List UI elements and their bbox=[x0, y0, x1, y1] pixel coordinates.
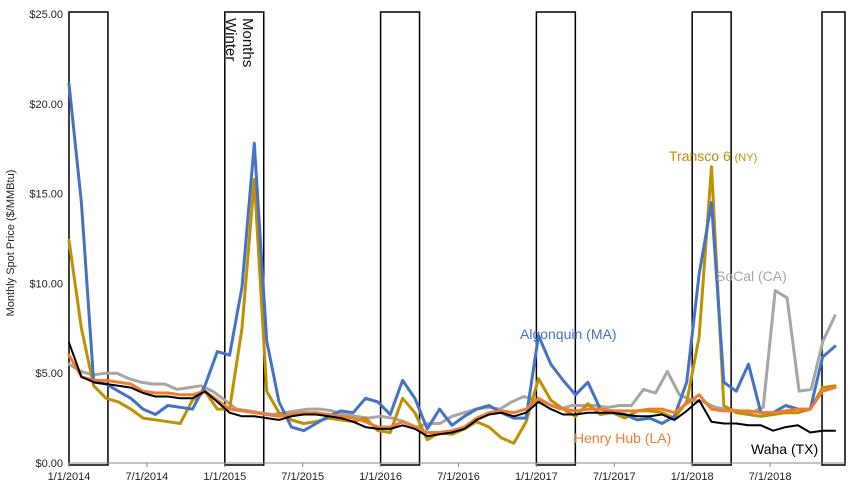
y-tick-label: $25.00 bbox=[29, 9, 63, 21]
x-tick-label: 7/1/2017 bbox=[593, 471, 636, 483]
y-tick-label: $0.00 bbox=[35, 458, 63, 470]
x-tick-label: 7/1/2014 bbox=[125, 471, 168, 483]
y-tick-label: $15.00 bbox=[29, 189, 63, 201]
axes: $0.00 $5.00 $10.00 $15.00 $20.00 $25.00 1/1/20… bbox=[29, 9, 845, 483]
x-tick-label: 1/1/2017 bbox=[515, 471, 558, 483]
winter-box-1 bbox=[224, 11, 265, 466]
series-line-waha-tx bbox=[68, 341, 836, 438]
winter-box-3 bbox=[535, 11, 577, 466]
series-label-socal-ca: SoCal (CA) bbox=[716, 268, 787, 284]
winter-months-note: Winter Months bbox=[222, 18, 256, 67]
winter-box-5 bbox=[821, 11, 846, 466]
winter-months-boxes bbox=[68, 11, 846, 466]
x-tick-label: 7/1/2016 bbox=[437, 471, 480, 483]
x-tick-label: 7/1/2015 bbox=[281, 471, 324, 483]
x-tick-label: 7/1/2018 bbox=[749, 471, 792, 483]
x-tick-label: 1/1/2015 bbox=[203, 471, 246, 483]
series-line-transco-6-ny bbox=[67, 165, 837, 445]
series-line-henry-hub-la bbox=[67, 353, 837, 434]
labels: Algonquin (MA) SoCal (CA) Henry Hub (LA) Wa… bbox=[520, 148, 818, 457]
y-tick-label: $10.00 bbox=[29, 278, 63, 290]
winter-box-4 bbox=[691, 11, 732, 466]
series-lines bbox=[67, 82, 837, 445]
winter-box-0 bbox=[68, 11, 109, 466]
x-tick-label: 1/1/2018 bbox=[671, 471, 714, 483]
series-label-waha-tx: Waha (TX) bbox=[751, 441, 818, 457]
y-axis-label: Monthly Spot Price ($/MMBtu) bbox=[5, 170, 17, 317]
y-tick-label: $20.00 bbox=[29, 99, 63, 111]
series-label-algonquin-ma: Algonquin (MA) bbox=[520, 326, 617, 342]
y-tick-label: $5.00 bbox=[35, 368, 63, 380]
x-tick-label: 1/1/2014 bbox=[48, 471, 91, 483]
series-label-transco-6-ny: Transco 6 (NY) bbox=[669, 148, 757, 164]
series-line-algonquin-ma bbox=[67, 82, 837, 433]
series-label-henry-hub-la: Henry Hub (LA) bbox=[574, 430, 671, 446]
x-tick-label: 1/1/2016 bbox=[359, 471, 402, 483]
winter-box-2 bbox=[379, 11, 421, 466]
